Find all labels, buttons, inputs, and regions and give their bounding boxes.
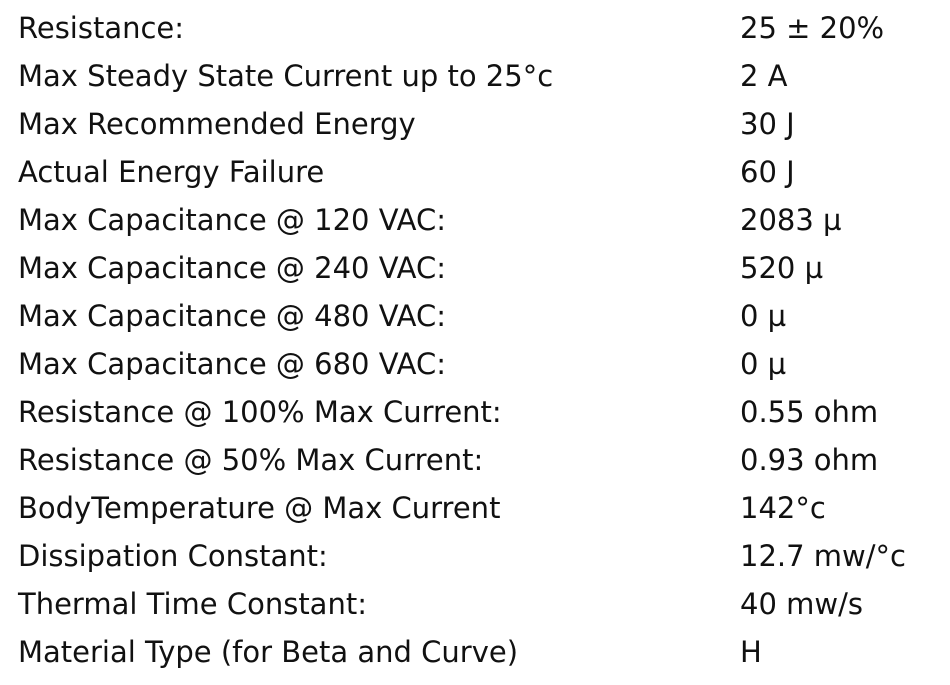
spec-label: Dissipation Constant: (18, 539, 328, 573)
spec-label: Max Capacitance @ 240 VAC: (18, 251, 447, 285)
spec-value: 60 J (740, 155, 795, 189)
spec-label: BodyTemperature @ Max Current (18, 491, 501, 525)
spec-label: Max Steady State Current up to 25°c (18, 59, 554, 93)
spec-label: Max Recommended Energy (18, 107, 416, 141)
spec-value: 520 µ (740, 251, 824, 285)
spec-label: Thermal Time Constant: (18, 587, 367, 621)
spec-label: Actual Energy Failure (18, 155, 325, 189)
spec-value: 2 A (740, 59, 788, 93)
spec-value: 30 J (740, 107, 795, 141)
spec-label: Resistance @ 100% Max Current: (18, 395, 502, 429)
spec-value: 0.93 ohm (740, 443, 879, 477)
spec-label: Max Capacitance @ 480 VAC: (18, 299, 447, 333)
spec-label: Max Capacitance @ 120 VAC: (18, 203, 447, 237)
spec-value: 142°c (740, 491, 826, 525)
spec-value: 0 µ (740, 347, 787, 381)
spec-value: 2083 µ (740, 203, 842, 237)
spec-value: H (740, 635, 762, 669)
spec-value: 40 mw/s (740, 587, 863, 621)
spec-label: Resistance @ 50% Max Current: (18, 443, 484, 477)
spec-label: Resistance: (18, 11, 185, 45)
spec-value: 25 ± 20% (740, 11, 885, 45)
spec-value: 0 µ (740, 299, 787, 333)
spec-value: 12.7 mw/°c (740, 539, 906, 573)
spec-label: Max Capacitance @ 680 VAC: (18, 347, 447, 381)
spec-value: 0.55 ohm (740, 395, 879, 429)
spec-label: Material Type (for Beta and Curve) (18, 635, 519, 669)
